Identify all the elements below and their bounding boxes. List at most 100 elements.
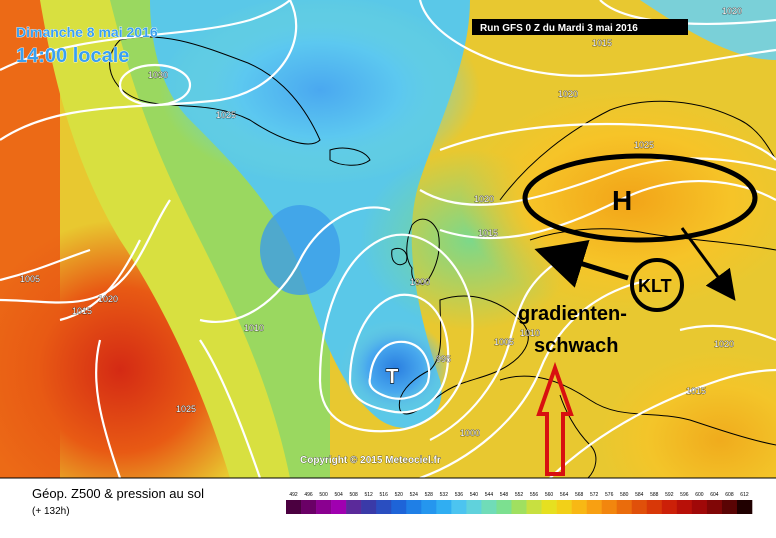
legend-swatch (736, 500, 753, 514)
run-label: Run GFS 0 Z du Mardi 3 mai 2016 (480, 23, 638, 34)
legend-tick-label: 504 (334, 492, 343, 498)
legend-swatch (646, 500, 663, 514)
legend-tick-labels: 492 496 500 504 508 512 516 520 524 528 532 536 540 5… (289, 492, 749, 498)
legend-tick-label: 556 (530, 492, 539, 498)
legend-tick-label: 544 (485, 492, 494, 498)
isobar-label: 1010 (244, 323, 264, 333)
gradient-text-line2: schwach (534, 335, 618, 357)
gradient-text-line1: gradienten- (518, 303, 627, 325)
isobar-label: 1000 (410, 277, 430, 287)
copyright: Copyright © 2015 Meteociel.fr (300, 455, 441, 466)
legend-swatch (691, 500, 708, 514)
field-cold-core-north (160, 0, 480, 185)
isobar-1025-scand (439, 122, 776, 161)
legend-tick-label: 584 (635, 492, 644, 498)
legend-swatch (571, 500, 587, 514)
isobar-1020-east (679, 324, 776, 342)
legend-tick-label: 500 (319, 492, 328, 498)
footer-lead-time: (+ 132h) (32, 506, 70, 517)
isobar-label: 1025 (176, 404, 196, 414)
isobar-1005-low (318, 233, 474, 433)
legend-tick-label: 496 (304, 492, 313, 498)
iceland-coast (329, 147, 371, 166)
isobar-label: 995 (436, 354, 451, 364)
legend-tick-label: 560 (545, 492, 554, 498)
legend-tick-label: 568 (575, 492, 584, 498)
legend-tick-label: 536 (455, 492, 464, 498)
arrow-to-west (534, 239, 629, 288)
isobar-labels: 1020 1015 1030 1025 1020 1025 1020 1015 … (20, 6, 743, 439)
legend-tick-label: 532 (440, 492, 449, 498)
isobar-label: 1020 (714, 339, 734, 349)
legend-tick-label: 564 (560, 492, 569, 498)
isobar-label: 1010 (520, 328, 540, 338)
legend-swatch (421, 500, 437, 514)
legend-tick-label: 608 (725, 492, 734, 498)
legend-tick-label: 576 (605, 492, 614, 498)
isobar-label: 1005 (20, 274, 40, 284)
legend-swatch (541, 500, 557, 514)
legend-swatch (406, 500, 422, 514)
isobar-1015-scand (439, 180, 776, 240)
isobar-label: 1020 (98, 294, 118, 304)
legend-swatch (631, 500, 648, 514)
baltic-coast (529, 228, 776, 251)
footer-title: Géop. Z500 & pression au sol (32, 486, 204, 501)
isobar-1005-east (419, 278, 651, 480)
isobar-label: 1015 (686, 386, 706, 396)
field-northeast-cool (640, 0, 776, 60)
isobar-label: 1020 (558, 89, 578, 99)
legend-swatch (331, 500, 347, 514)
isobar-label: 1025 (216, 110, 236, 120)
arrow-to-southeast (680, 227, 736, 301)
isobar-1005-west (0, 248, 91, 282)
legend-tick-label: 596 (680, 492, 689, 498)
high-pressure-label: H (612, 185, 632, 216)
legend-swatch (391, 500, 407, 514)
legend-tick-label: 604 (710, 492, 719, 498)
isobar-label: 1015 (72, 306, 92, 316)
isobar-label: 1015 (592, 38, 612, 48)
legend-swatch (601, 500, 618, 514)
legend-swatch (301, 500, 317, 514)
field-cutoff-low (340, 320, 450, 416)
red-arrow-up (536, 361, 574, 476)
isobar-label: 1020 (474, 194, 494, 204)
legend-tick-label: 512 (365, 492, 374, 498)
legend-tick-label: 508 (349, 492, 358, 498)
mediterranean-coast (499, 375, 776, 446)
isobar-995-low (368, 340, 431, 400)
legend-swatch (511, 500, 527, 514)
isobar-1000-low (348, 293, 450, 414)
legend-tick-label: 552 (515, 492, 524, 498)
legend-swatch (616, 500, 633, 514)
isobar-label: 1020 (722, 6, 742, 16)
legend-tick-label: 524 (410, 492, 419, 498)
low-pressure-marker: T (386, 366, 398, 388)
isobar-1010-west (199, 206, 391, 323)
isobar-1020-scand (419, 157, 776, 206)
high-pressure-ellipse (522, 153, 758, 243)
legend-swatch (466, 500, 482, 514)
legend-swatch (496, 500, 512, 514)
legend-swatch (451, 500, 467, 514)
legend-tick-label: 588 (650, 492, 659, 498)
legend-swatch (286, 500, 302, 514)
isobar-label: 1030 (148, 70, 168, 80)
isobar-1020-north (418, 0, 776, 77)
legend-swatch (676, 500, 693, 514)
scandinavia-coast (499, 100, 776, 201)
field-cold-pocket (260, 205, 340, 295)
legend-tick-label: 520 (395, 492, 404, 498)
legend-swatch (481, 500, 497, 514)
isobar-label: 1000 (460, 428, 480, 438)
legend-swatch (376, 500, 392, 514)
legend-tick-label: 540 (470, 492, 479, 498)
isobar-label: 1025 (634, 140, 654, 150)
isobar-1025-north (0, 0, 298, 141)
legend-swatch (661, 500, 678, 514)
legend-tick-label: 492 (289, 492, 298, 498)
legend-tick-label: 600 (695, 492, 704, 498)
